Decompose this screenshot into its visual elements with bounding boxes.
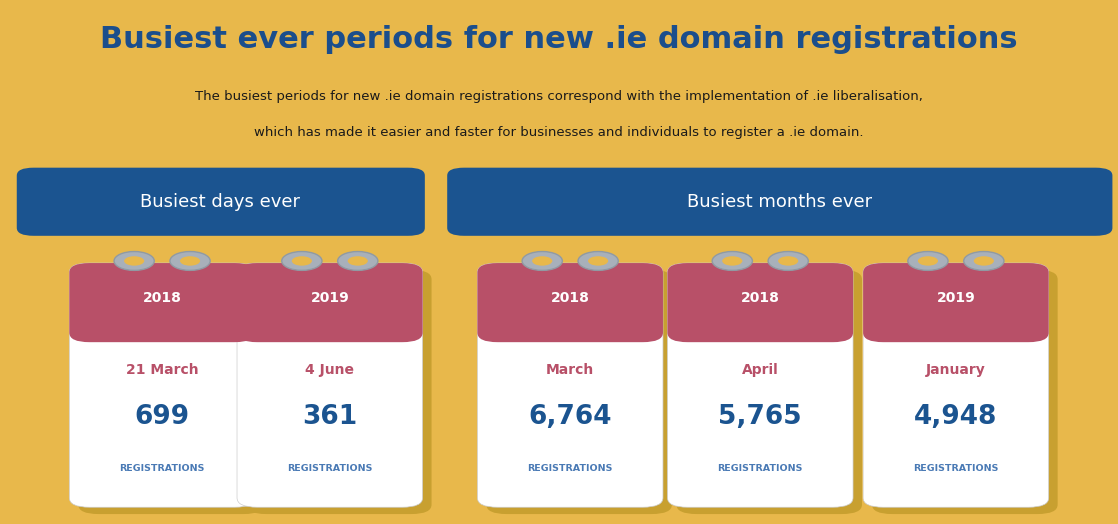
FancyBboxPatch shape xyxy=(863,263,1049,342)
Circle shape xyxy=(578,252,618,270)
Circle shape xyxy=(964,252,1004,270)
Bar xyxy=(257,303,402,333)
Circle shape xyxy=(778,256,798,266)
Text: REGISTRATIONS: REGISTRATIONS xyxy=(120,464,205,473)
FancyBboxPatch shape xyxy=(872,270,1058,514)
FancyBboxPatch shape xyxy=(667,263,853,342)
Text: REGISTRATIONS: REGISTRATIONS xyxy=(287,464,372,473)
FancyBboxPatch shape xyxy=(486,270,672,514)
Text: 2019: 2019 xyxy=(937,291,975,305)
Circle shape xyxy=(974,256,994,266)
Text: 2019: 2019 xyxy=(311,291,349,305)
Text: March: March xyxy=(546,364,595,377)
Circle shape xyxy=(588,256,608,266)
Circle shape xyxy=(282,252,322,270)
Circle shape xyxy=(180,256,200,266)
Bar xyxy=(883,303,1029,333)
Circle shape xyxy=(712,252,752,270)
Circle shape xyxy=(532,256,552,266)
FancyBboxPatch shape xyxy=(246,270,432,514)
Circle shape xyxy=(170,252,210,270)
Circle shape xyxy=(722,256,742,266)
Text: Busiest days ever: Busiest days ever xyxy=(140,193,301,211)
FancyBboxPatch shape xyxy=(477,263,663,342)
Bar xyxy=(89,303,235,333)
FancyBboxPatch shape xyxy=(69,263,255,342)
Text: April: April xyxy=(742,364,778,377)
FancyBboxPatch shape xyxy=(237,263,423,342)
Text: which has made it easier and faster for businesses and individuals to register a: which has made it easier and faster for … xyxy=(254,126,864,138)
Text: 6,764: 6,764 xyxy=(529,403,612,430)
Text: 699: 699 xyxy=(134,403,190,430)
FancyBboxPatch shape xyxy=(667,263,853,507)
Circle shape xyxy=(768,252,808,270)
Text: REGISTRATIONS: REGISTRATIONS xyxy=(913,464,998,473)
Circle shape xyxy=(918,256,938,266)
FancyBboxPatch shape xyxy=(237,263,423,507)
Text: 21 March: 21 March xyxy=(126,364,198,377)
Text: The busiest periods for new .ie domain registrations correspond with the impleme: The busiest periods for new .ie domain r… xyxy=(195,91,923,103)
Text: 4,948: 4,948 xyxy=(915,403,997,430)
FancyBboxPatch shape xyxy=(676,270,862,514)
FancyBboxPatch shape xyxy=(863,263,1049,507)
Circle shape xyxy=(908,252,948,270)
Text: 4 June: 4 June xyxy=(305,364,354,377)
Bar xyxy=(498,303,643,333)
Circle shape xyxy=(124,256,144,266)
Circle shape xyxy=(114,252,154,270)
Text: Busiest ever periods for new .ie domain registrations: Busiest ever periods for new .ie domain … xyxy=(101,25,1017,54)
FancyBboxPatch shape xyxy=(78,270,264,514)
FancyBboxPatch shape xyxy=(477,263,663,507)
Text: January: January xyxy=(926,364,986,377)
Circle shape xyxy=(292,256,312,266)
Text: REGISTRATIONS: REGISTRATIONS xyxy=(718,464,803,473)
FancyBboxPatch shape xyxy=(17,168,425,236)
Text: 2018: 2018 xyxy=(551,291,589,305)
Text: 5,765: 5,765 xyxy=(719,403,802,430)
Circle shape xyxy=(522,252,562,270)
Circle shape xyxy=(338,252,378,270)
Bar xyxy=(688,303,833,333)
Text: Busiest months ever: Busiest months ever xyxy=(686,193,872,211)
Text: 2018: 2018 xyxy=(143,291,181,305)
FancyBboxPatch shape xyxy=(69,263,255,507)
Circle shape xyxy=(348,256,368,266)
Text: 2018: 2018 xyxy=(741,291,779,305)
FancyBboxPatch shape xyxy=(447,168,1112,236)
Text: REGISTRATIONS: REGISTRATIONS xyxy=(528,464,613,473)
Text: 361: 361 xyxy=(302,403,358,430)
